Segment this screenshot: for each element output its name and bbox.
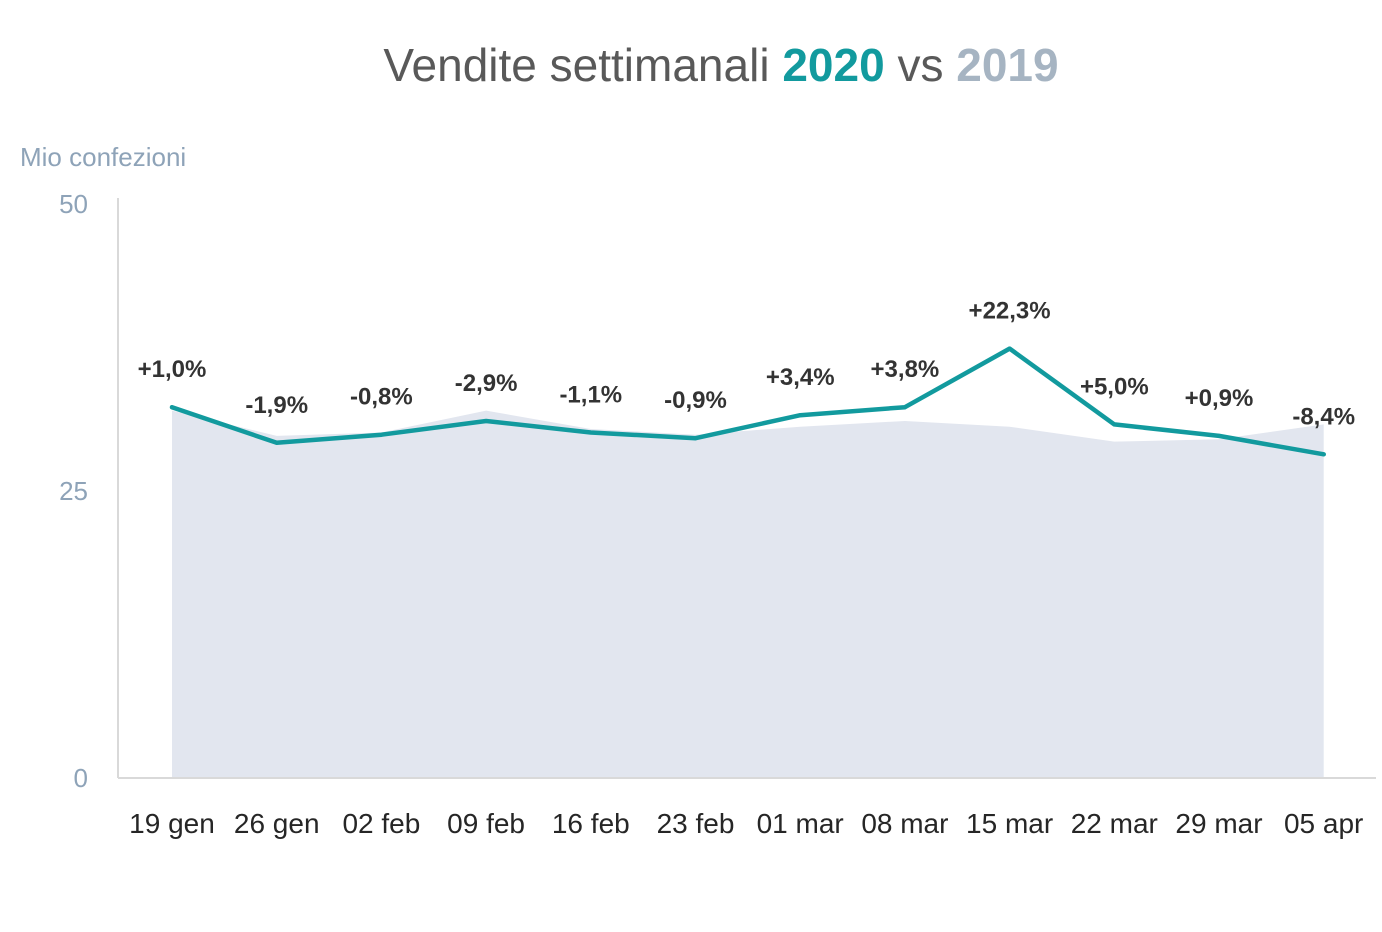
series-2020-point [798, 413, 803, 418]
x-tick-label: 19 gen [129, 808, 215, 839]
series-2020-line [169, 346, 1326, 457]
series-2020-point [170, 405, 174, 410]
x-tick-label: 08 mar [861, 808, 948, 839]
data-label: +22,3% [969, 298, 1051, 325]
series-2019-area [172, 410, 1324, 778]
y-axis-label: Mio confezioni [20, 142, 187, 172]
series-2020-point [274, 440, 279, 445]
data-label: -1,1% [559, 381, 622, 408]
series-2020-point [484, 418, 489, 423]
series-2020-point [1217, 433, 1221, 438]
y-tick-label: 0 [74, 763, 88, 793]
series-2020-point [379, 432, 384, 437]
data-label: +3,8% [871, 356, 940, 383]
data-label: +5,0% [1080, 373, 1149, 400]
series-2020-point [588, 430, 593, 435]
series-2020-point [1007, 346, 1012, 351]
data-label: -2,9% [455, 370, 518, 397]
x-tick-label: 23 feb [657, 808, 735, 839]
data-label: +3,4% [766, 364, 835, 391]
x-tick-label: 15 mar [966, 808, 1053, 839]
data-label: +0,9% [1185, 385, 1254, 412]
data-label: -0,8% [350, 384, 413, 411]
x-tick-label: 26 gen [234, 808, 320, 839]
title-vs: vs [897, 39, 944, 91]
title-prefix: Vendite settimanali [383, 39, 770, 91]
x-tick-label: 29 mar [1175, 808, 1262, 839]
y-tick-label: 50 [59, 189, 88, 219]
series-2020-point [902, 405, 907, 410]
series-2020-point [1321, 452, 1326, 457]
data-label: -0,9% [664, 387, 727, 414]
x-tick-label: 02 feb [342, 808, 420, 839]
title-year-current: 2020 [782, 39, 885, 91]
x-tick-label: 22 mar [1071, 808, 1158, 839]
y-tick-label: 25 [59, 476, 88, 506]
title-year-previous: 2019 [956, 39, 1059, 91]
series-2020-point [1112, 422, 1117, 427]
x-tick-label: 01 mar [757, 808, 844, 839]
x-tick-label: 09 feb [447, 808, 525, 839]
x-tick-label: 16 feb [552, 808, 630, 839]
x-tick-label: 05 apr [1284, 808, 1363, 839]
chart-title: Vendite settimanali 2020 vs 2019 [0, 38, 1382, 92]
data-label: +1,0% [138, 356, 207, 383]
series-2020-point [693, 436, 698, 441]
data-label: -1,9% [245, 392, 308, 419]
data-label: -8,4% [1292, 403, 1355, 430]
